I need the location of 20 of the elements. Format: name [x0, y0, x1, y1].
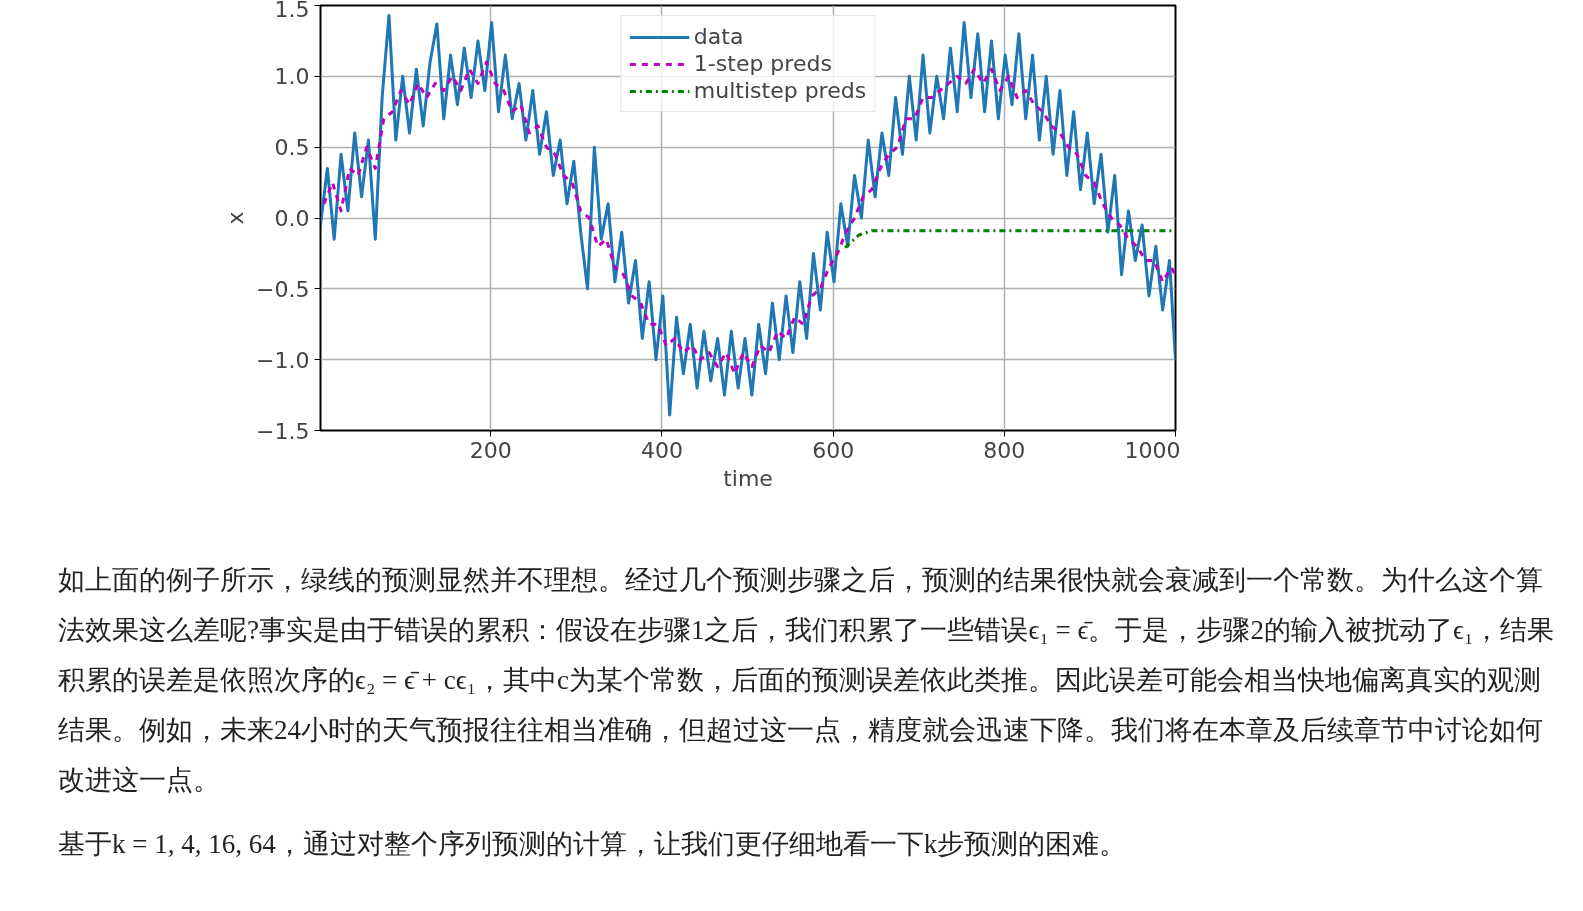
x-tick-label: 600	[812, 437, 855, 463]
x-tick-label: 800	[983, 437, 1026, 463]
x-tick-label: 1000	[1124, 437, 1181, 463]
legend-label: multistep preds	[693, 78, 867, 103]
y-tick-label: 0.5	[274, 135, 310, 161]
y-axis-title: x	[223, 211, 249, 225]
legend-label: data	[693, 24, 744, 49]
x-tick-label: 200	[469, 437, 512, 463]
y-tick-label: −1.0	[256, 347, 310, 373]
y-tick-label: 1.5	[274, 0, 310, 22]
text: 基于k = 1, 4, 16, 64，通过对整个序列预测的计算，让我们更仔细地看一下k步预测的困难。	[58, 828, 1128, 861]
x-axis-title: time	[723, 465, 773, 491]
y-tick-label: −0.5	[256, 276, 310, 302]
x-tick-label: 400	[640, 437, 683, 463]
y-tick-label: 0.0	[274, 206, 310, 231]
text: 如上面的例子所示，绿线的预测显然并不理想。经过几个预测步骤之后，预测的结果很快就会衰减到一个常数。为什么这个算法效果这么差呢?事实是由于错误的累积：假设在步骤1之后，我们积累了一些错误ϵ₁ = ϵ̄。于是，步骤2的输入被扰动了ϵ₁，结果积累的误差是依照次序的ϵ₂ = ϵ̄ + cϵ₁，其中c为某个常数，后面的预测误差依此类推。因此误差可能会相当快地偏离真实的观测结果。例如，未来24小时的天气预报往往相当准确，但超过这一点，精度就会迅速下降。我们将在本章及后续章节中讨论如何改进这一点。	[58, 564, 1556, 797]
line-series	[320, 13, 1176, 417]
y-tick-label: 1.0	[274, 64, 310, 90]
legend-label: 1-step preds	[693, 51, 832, 76]
y-tick-label: −1.5	[256, 418, 310, 444]
